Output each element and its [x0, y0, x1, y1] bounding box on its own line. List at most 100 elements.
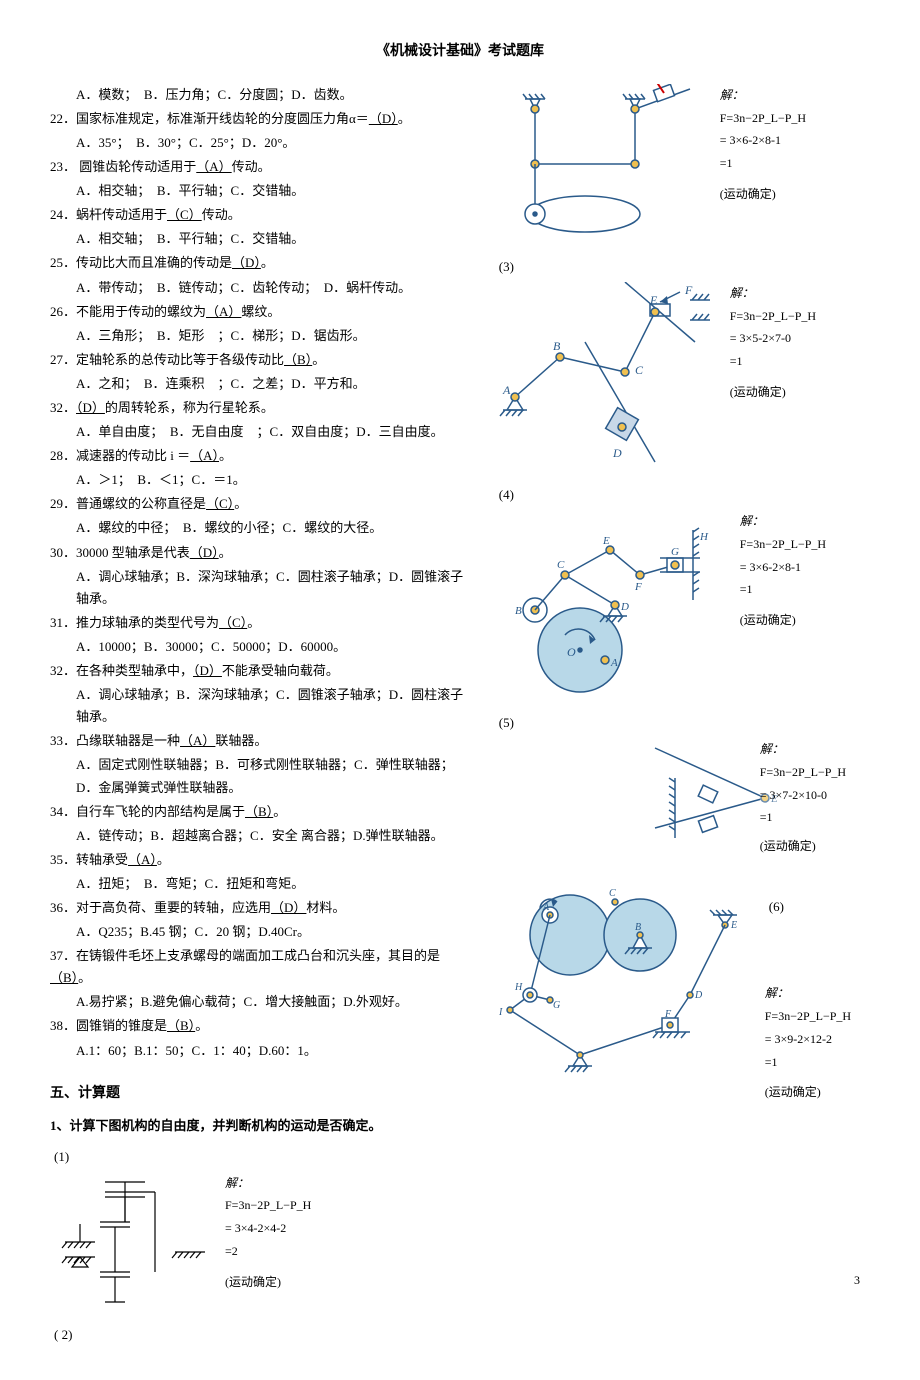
q27: 27．定轴轮系的总传动比等于各级传动比（B）。	[50, 349, 465, 371]
q37-options: A.易拧紧；B.避免偏心载荷；C．增大接触面；D.外观好。	[50, 991, 465, 1013]
diagram-4: O A B	[495, 510, 725, 700]
q24-text: 24．蜗杆传动适用于	[50, 207, 167, 222]
q26-options: A．三角形； B．矩形 ；C．梯形；D．锯齿形。	[50, 325, 465, 347]
q25-answer: （D）	[232, 255, 261, 270]
q30-text: 30．30000 型轴承是代表	[50, 545, 190, 560]
solution-2-result: (运动确定)	[720, 183, 806, 206]
svg-text:F: F	[664, 1009, 672, 1020]
solution-4-line2: =1	[740, 578, 826, 601]
q25: 25．传动比大而且准确的传动是（D）。	[50, 252, 465, 274]
q33-text: 33．凸缘联轴器是一种	[50, 733, 180, 748]
q33: 33．凸缘联轴器是一种（A）联轴器。	[50, 730, 465, 752]
q35-options: A．扭矩； B．弯矩；C．扭矩和弯矩。	[50, 873, 465, 895]
solution-2-label: 解：	[720, 84, 806, 107]
solution-4: 解： F=3n−2P_L−P_H = 3×6-2×8-1 =1 (运动确定)	[740, 510, 826, 632]
q34-options: A．链传动；B．超越离合器；C．安全 离合器；D.弹性联轴器。	[50, 825, 465, 847]
diagram-1	[50, 1172, 210, 1312]
q31-answer: （C）	[219, 615, 247, 630]
q31-end: 。	[247, 615, 260, 630]
solution-4-result: (运动确定)	[740, 609, 826, 632]
q30-answer: （D）	[190, 545, 219, 560]
q30: 30．30000 型轴承是代表（D）。	[50, 542, 465, 564]
solution-3-label: 解：	[730, 282, 816, 305]
q28-end: 。	[219, 448, 232, 463]
q32a-answer: （D）	[76, 400, 105, 415]
svg-text:D: D	[612, 446, 622, 460]
solution-4-line1: = 3×6-2×8-1	[740, 556, 826, 579]
q28: 28．减速器的传动比 i ＝（A）。	[50, 445, 465, 467]
svg-text:C: C	[635, 363, 644, 377]
svg-text:B: B	[553, 339, 561, 353]
q32a: 32．（D）的周转轮系，称为行星轮系。	[50, 397, 465, 419]
q24-end: 传动。	[202, 207, 241, 222]
q30-end: 。	[219, 545, 232, 560]
svg-text:A: A	[542, 902, 550, 913]
solution-5-label: 解：	[760, 738, 846, 761]
solution-3-line2: =1	[730, 350, 816, 373]
q35-end: 。	[157, 852, 170, 867]
q37-end: 。	[78, 970, 91, 985]
q31-text: 31．推力球轴承的类型代号为	[50, 615, 219, 630]
q32b-options: A．调心球轴承；B．深沟球轴承；C．圆锥滚子轴承；D．圆柱滚子轴承。	[50, 684, 465, 728]
svg-text:G: G	[553, 1000, 560, 1011]
solution-6-line2: =1	[765, 1051, 851, 1074]
problem-4-block: O A B	[495, 510, 870, 700]
q29-answer: （C）	[206, 496, 234, 511]
q37-answer: （B）	[50, 970, 78, 985]
q36-answer: （D）	[271, 900, 306, 915]
solution-5-formula: F=3n−2P_L−P_H	[760, 761, 846, 784]
q25-options: A．带传动； B．链传动；C．齿轮传动； D．蜗杆传动。	[50, 277, 465, 299]
q32a-options: A．单自由度； B．无自由度 ；C．双自由度；D．三自由度。	[50, 421, 465, 443]
svg-text:F: F	[684, 283, 693, 297]
q37-text: 37．在铸锻件毛坯上支承螺母的端面加工成凸台和沉头座，其目的是	[50, 948, 440, 963]
problem-2-block: 解： F=3n−2P_L−P_H = 3×6-2×8-1 =1 (运动确定)	[495, 84, 870, 244]
q22-end: 。	[398, 111, 411, 126]
svg-text:E: E	[730, 920, 737, 931]
q34: 34．自行车飞轮的内部结构是属于（B）。	[50, 801, 465, 823]
q26: 26．不能用于传动的螺纹为（A）螺纹。	[50, 301, 465, 323]
solution-1-line2: =2	[225, 1240, 311, 1263]
solution-3: 解： F=3n−2P_L−P_H = 3×5-2×7-0 =1 (运动确定)	[730, 282, 816, 404]
svg-text:C: C	[609, 888, 616, 899]
solution-6: 解： F=3n−2P_L−P_H = 3×9-2×12-2 =1 (运动确定)	[765, 982, 851, 1104]
page-header: 《机械设计基础》考试题库	[50, 40, 870, 64]
problem-1-block: 解： F=3n−2P_L−P_H = 3×4-2×4-2 =2 (运动确定)	[50, 1172, 465, 1312]
page-number: 3	[854, 1270, 860, 1290]
solution-6-line1: = 3×9-2×12-2	[765, 1028, 851, 1051]
q33-end: 联轴器。	[215, 733, 267, 748]
calc-title: 1、计算下图机构的自由度，并判断机构的运动是否确定。	[50, 1115, 465, 1137]
svg-text:B: B	[515, 605, 522, 617]
svg-text:E: E	[602, 535, 610, 547]
q32a-text: 32．	[50, 400, 76, 415]
right-column: 解： F=3n−2P_L−P_H = 3×6-2×8-1 =1 (运动确定) (…	[495, 84, 870, 1350]
problem-3-block: F E	[495, 282, 870, 472]
q30-options: A．调心球轴承；B．深沟球轴承；C．圆柱滚子轴承；D．圆锥滚子轴承。	[50, 566, 465, 610]
q23-answer: （A）	[196, 159, 231, 174]
q32a-end: 的周转轮系，称为行星轮系。	[105, 400, 274, 415]
q22: 22．国家标准规定，标准渐开线齿轮的分度圆压力角α＝（D）。	[50, 108, 465, 130]
q31-options: A．10000；B．30000；C．50000；D．60000。	[50, 636, 465, 658]
q26-end: 螺纹。	[241, 304, 280, 319]
solution-3-result: (运动确定)	[730, 381, 816, 404]
svg-text:B: B	[635, 922, 641, 933]
q23-end: 传动。	[232, 159, 271, 174]
q32b-answer: （D）	[193, 663, 222, 678]
q23: 23． 圆锥齿轮传动适用于（A）传动。	[50, 156, 465, 178]
q36-options: A．Q235；B.45 钢；C．20 钢；D.40Cr。	[50, 921, 465, 943]
svg-text:G: G	[671, 546, 679, 558]
solution-4-formula: F=3n−2P_L−P_H	[740, 533, 826, 556]
q38: 38．圆锥销的锥度是（B）。	[50, 1015, 465, 1037]
solution-5-line1: = 3×7-2×10-0	[760, 784, 846, 807]
solution-6-label: 解：	[765, 982, 851, 1005]
problem-1-label: (1)	[54, 1146, 465, 1168]
q22-options: A．35°； B．30°；C．25°；D．20°。	[50, 132, 465, 154]
solution-6-formula: F=3n−2P_L−P_H	[765, 1005, 851, 1028]
svg-text:D: D	[694, 990, 703, 1001]
q38-answer: （B）	[167, 1018, 195, 1033]
q24-options: A．相交轴； B．平行轴；C．交错轴。	[50, 228, 465, 250]
q29-text: 29．普通螺纹的公称直径是	[50, 496, 206, 511]
q32b-text: 32．在各种类型轴承中，	[50, 663, 193, 678]
solution-6-result: (运动确定)	[765, 1081, 851, 1104]
q34-end: 。	[273, 804, 286, 819]
svg-text:A: A	[610, 657, 618, 669]
